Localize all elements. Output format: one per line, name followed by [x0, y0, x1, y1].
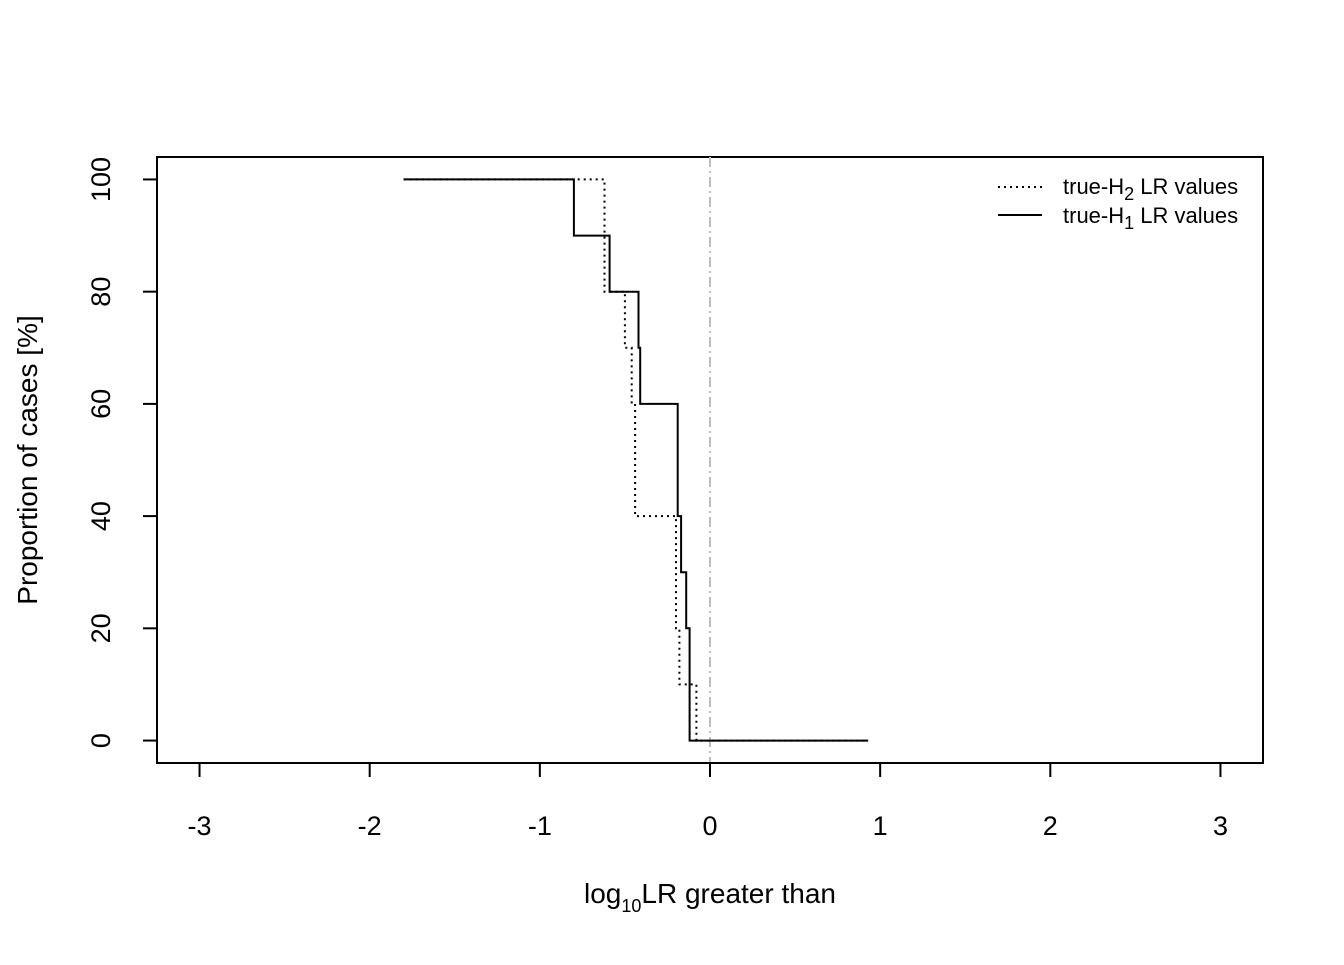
- legend-label-h1: true-H1 LR values: [1063, 203, 1238, 233]
- x-axis: -3 -2 -1 0 1 2 3: [188, 762, 1228, 841]
- x-tick-label: 1: [873, 811, 888, 841]
- y-tick-label: 0: [86, 733, 116, 748]
- legend: true-H2 LR values true-H1 LR values: [998, 174, 1238, 233]
- x-tick-label: -3: [188, 811, 212, 841]
- x-tick-label: -1: [528, 811, 552, 841]
- y-tick-label: 100: [86, 157, 116, 202]
- y-tick-label: 20: [86, 613, 116, 643]
- series-true-h2-line: [403, 178, 869, 742]
- x-axis-title: log10LR greater than: [584, 878, 836, 916]
- y-tick-label: 40: [86, 501, 116, 531]
- legend-label-h2: true-H2 LR values: [1063, 174, 1238, 204]
- x-tick-label: 3: [1213, 811, 1228, 841]
- x-tick-label: 0: [702, 811, 717, 841]
- x-tick-label: -2: [358, 811, 382, 841]
- y-tick-label: 60: [86, 389, 116, 419]
- y-axis-title: Proportion of cases [%]: [12, 315, 43, 604]
- series-true-h1-line: [403, 178, 869, 742]
- y-tick-label: 80: [86, 277, 116, 307]
- x-tick-label: 2: [1043, 811, 1058, 841]
- y-axis: 0 20 40 60 80 100: [86, 157, 158, 748]
- series-layer: [403, 178, 869, 742]
